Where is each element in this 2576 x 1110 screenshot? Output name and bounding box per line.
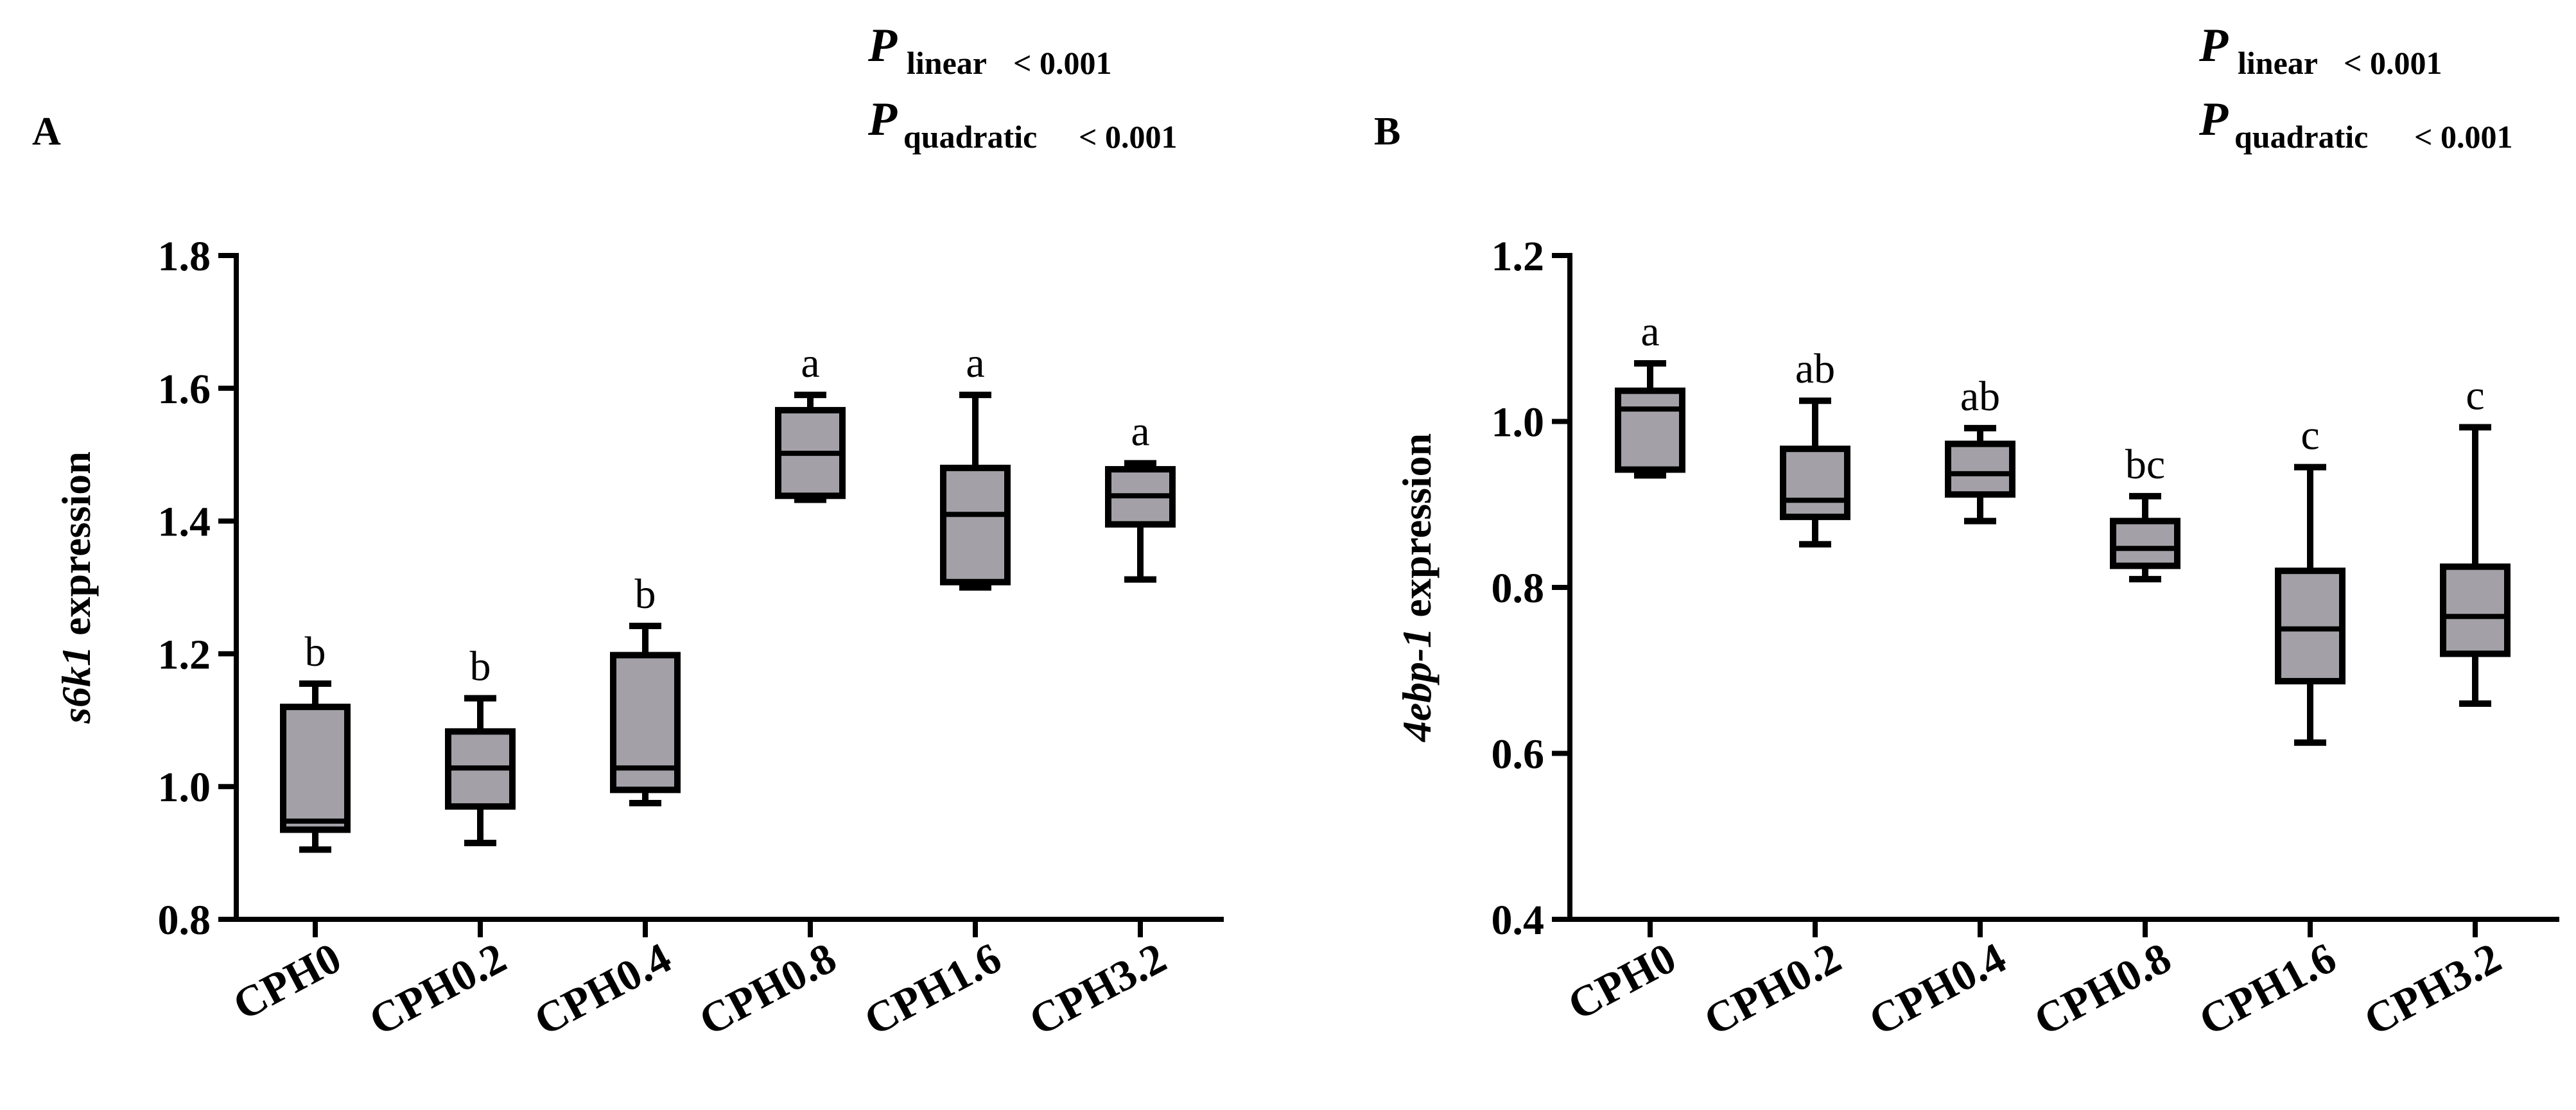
p-quadratic-value-b: < 0.001: [2414, 119, 2513, 155]
x-tick-label-b-2: CPH0.4: [1861, 933, 2014, 1045]
p-linear-sub-a: linear: [907, 45, 987, 81]
significance-labels-b: a ab ab bc c c: [1640, 308, 2484, 488]
x-tick-label-a-4: CPH1.6: [857, 933, 1009, 1045]
boxes-b: [1615, 360, 2511, 746]
panel-label-a: A: [32, 110, 61, 153]
y-axis-label-gene-b: 4ebp-1: [1394, 628, 1440, 743]
x-tick-label-a-3: CPH0.8: [692, 933, 844, 1045]
sig-label-b-3: bc: [2125, 441, 2165, 488]
y-tick-label-a-2: 1.2: [158, 631, 211, 678]
box-a-4: [940, 464, 1011, 585]
boxes-a: [280, 392, 1176, 853]
box-group-b-5: [2440, 424, 2511, 707]
y-tick-label-a-0: 0.8: [158, 897, 211, 944]
y-ticks-b: [1552, 253, 1570, 922]
x-tick-label-b-1: CPH0.2: [1696, 933, 1849, 1045]
y-axis-label-suffix-b: expression: [1394, 433, 1440, 628]
sig-label-a-0: b: [305, 629, 326, 675]
sig-label-a-3: a: [801, 340, 819, 386]
x-tick-label-b-0: CPH0: [1560, 933, 1684, 1029]
y-tick-label-a-5: 1.8: [158, 233, 211, 280]
x-tick-label-b-4: CPH1.6: [2191, 933, 2344, 1045]
box-group-a-5: [1105, 460, 1176, 583]
y-tick-label-a-3: 1.4: [158, 499, 211, 546]
y-axis-label-suffix-a: expression: [53, 451, 99, 646]
box-a-0: [280, 704, 351, 833]
y-tick-label-b-0: 0.4: [1492, 897, 1545, 944]
x-tick-label-a-1: CPH0.2: [361, 933, 514, 1045]
y-axis-label-gene-a: s6k1: [53, 646, 99, 724]
x-tick-label-a-2: CPH0.4: [527, 933, 679, 1045]
sig-label-b-5: c: [2466, 372, 2484, 419]
sig-label-b-0: a: [1640, 308, 1659, 355]
x-tick-label-b-3: CPH0.8: [2026, 933, 2179, 1045]
sig-label-a-5: a: [1131, 408, 1149, 455]
p-quadratic-sub-a: quadratic: [903, 119, 1037, 155]
sig-label-a-2: b: [635, 571, 656, 618]
y-tick-label-b-1: 0.6: [1492, 731, 1545, 778]
y-tick-label-b-3: 1.0: [1492, 399, 1545, 446]
box-group-a-1: [445, 695, 516, 847]
sig-label-a-4: a: [966, 340, 984, 386]
panel-a: A P linear < 0.001 P quadratic < 0.001 s…: [32, 19, 1224, 1045]
x-tick-labels-b: CPH0 CPH0.2 CPH0.4 CPH0.8 CPH1.6 CPH3.2: [1560, 933, 2509, 1045]
x-tick-labels-a: CPH0 CPH0.2 CPH0.4 CPH0.8 CPH1.6 CPH3.2: [225, 933, 1174, 1045]
y-tick-label-b-2: 0.8: [1492, 565, 1545, 612]
y-axis-label-b: 4ebp-1 expression: [1394, 433, 1440, 743]
box-group-b-4: [2275, 464, 2345, 746]
panel-label-b: B: [1374, 110, 1400, 153]
box-group-a-0: [280, 680, 351, 853]
p-linear-value-b: < 0.001: [2344, 45, 2442, 81]
x-tick-label-a-5: CPH3.2: [1022, 933, 1174, 1045]
box-b-3: [2110, 517, 2180, 569]
box-b-1: [1780, 446, 1850, 521]
sig-label-a-1: b: [470, 643, 491, 690]
p-quadratic-value-a: < 0.001: [1079, 119, 1178, 155]
p-quadratic-symbol-b: P: [2198, 93, 2229, 146]
box-group-b-2: [1945, 424, 2015, 525]
p-linear-symbol-b: P: [2198, 19, 2229, 72]
panel-b: B P linear < 0.001 P quadratic < 0.001 4…: [1374, 19, 2559, 1045]
box-b-5: [2440, 563, 2511, 657]
x-ticks-b: [1648, 919, 2478, 937]
box-group-b-1: [1780, 397, 1850, 548]
x-tick-label-b-5: CPH3.2: [2356, 933, 2509, 1045]
p-linear-value-a: < 0.001: [1013, 45, 1112, 81]
p-linear-symbol-a: P: [867, 19, 898, 72]
box-b-2: [1945, 440, 2015, 498]
significance-labels-a: b b b a a a: [305, 340, 1150, 690]
box-b-0: [1615, 387, 1685, 473]
box-group-a-4: [940, 392, 1011, 591]
box-group-b-0: [1615, 360, 1685, 479]
x-tick-label-a-0: CPH0: [225, 933, 349, 1029]
y-tick-labels-a: 0.8 1.0 1.2 1.4 1.6 1.8: [158, 233, 211, 944]
y-tick-label-a-1: 1.0: [158, 764, 211, 811]
y-tick-labels-b: 0.4 0.6 0.8 1.0 1.2: [1492, 233, 1545, 944]
y-axis-label-a: s6k1 expression: [53, 451, 99, 724]
sig-label-b-4: c: [2301, 412, 2319, 459]
p-quadratic-symbol-a: P: [867, 93, 898, 146]
box-group-a-2: [610, 622, 681, 807]
p-linear-sub-b: linear: [2238, 45, 2318, 81]
box-group-b-3: [2110, 492, 2180, 583]
p-quadratic-sub-b: quadratic: [2234, 119, 2368, 155]
sig-label-b-2: ab: [1960, 373, 2000, 420]
box-group-a-3: [775, 392, 846, 503]
y-tick-label-a-4: 1.6: [158, 366, 211, 413]
sig-label-b-1: ab: [1795, 345, 1835, 392]
y-ticks-a: [218, 253, 236, 922]
x-ticks-a: [313, 919, 1143, 937]
box-b-4: [2275, 568, 2345, 685]
y-tick-label-b-4: 1.2: [1492, 233, 1545, 280]
